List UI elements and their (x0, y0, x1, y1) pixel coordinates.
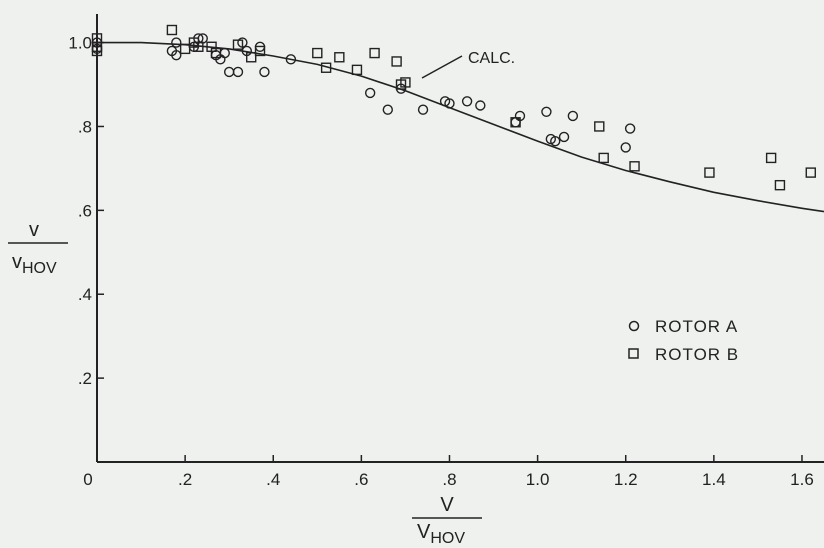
x-axis-label-denominator: VHOV (417, 521, 465, 547)
x-ticks: 0 .2 .4 .6 .8 1.0 1.2 1.4 1.6 (83, 455, 814, 489)
rotor-b-point (91, 33, 103, 44)
y-tick-label: .8 (78, 117, 92, 136)
rotor-a-point (382, 104, 393, 115)
rotor-a-point (364, 87, 376, 99)
rotor-b-point (629, 161, 640, 172)
x-tick-label: 0 (83, 470, 92, 489)
x-tick-label: 1.4 (702, 470, 726, 489)
x-tick-label: .8 (442, 470, 456, 489)
y-ticks: .2 .4 .6 .8 1.0 (68, 34, 104, 388)
rotor-b-point (166, 24, 178, 36)
legend: ROTOR A ROTOR B (628, 317, 739, 364)
rotor-b-point (369, 47, 380, 59)
x-tick-label: .4 (266, 470, 280, 489)
rotor-a-point (219, 47, 230, 59)
axes (96, 14, 824, 463)
rotor-b-point (704, 167, 715, 178)
rotor-b-point (351, 64, 363, 76)
x-axis-label-numerator: V (440, 494, 454, 516)
legend-rotor-a-marker (628, 320, 640, 332)
rotor-b-point (334, 52, 345, 63)
legend-rotor-b-label: ROTOR B (655, 345, 739, 364)
rotor-b-point (232, 39, 244, 50)
rotor-a-point (171, 37, 182, 48)
legend-rotor-a-label: ROTOR A (655, 317, 738, 336)
rotor-a-point (259, 66, 270, 78)
calc-annotation: CALC. (468, 50, 515, 67)
calc-curve (97, 41, 824, 213)
rotor-a-point (541, 106, 552, 117)
rotor-b-point (312, 47, 323, 59)
rotor-b-point (400, 77, 411, 88)
rotor-a-point (171, 49, 182, 61)
calc-curve-layer (97, 41, 824, 213)
rotor-b-point (594, 121, 605, 132)
rotor-b-point (254, 45, 266, 57)
rotor-b-point (598, 152, 609, 164)
rotor-b-point (774, 179, 786, 191)
x-tick-label: 1.6 (790, 470, 814, 489)
x-axis-label-denominator-sub: HOV (430, 530, 465, 547)
rotor-b-point (210, 47, 222, 59)
rotor-b-point (246, 52, 257, 63)
rotor-b-point (510, 117, 521, 128)
rotor-a-point (624, 123, 636, 134)
y-tick-label: .2 (78, 369, 92, 388)
x-tick-label: 1.0 (526, 470, 550, 489)
rotor-b-point (391, 56, 402, 67)
rotor-a-point (550, 135, 561, 147)
y-axis-label-denominator-sub: HOV (22, 260, 57, 277)
y-tick-label: .6 (78, 201, 92, 220)
rotor-a-point (461, 96, 473, 107)
rotor-b-point (805, 167, 816, 178)
y-axis-label-denominator-main: v (12, 251, 22, 273)
rotor-b-point (193, 41, 204, 52)
rotor-a-point (558, 131, 570, 143)
rotor-a-point (620, 142, 631, 153)
x-axis-label-denominator-main: V (417, 521, 431, 543)
calc-leader-line (421, 55, 463, 79)
legend-rotor-b-marker (628, 348, 639, 359)
rotor-a-point (475, 100, 486, 111)
rotor-b-point (765, 152, 777, 164)
y-tick-label: .4 (78, 285, 92, 304)
rotor-a-point (567, 110, 579, 122)
x-tick-label: .6 (354, 470, 368, 489)
x-tick-label: .2 (178, 470, 192, 489)
data-points (91, 24, 816, 191)
rotor-a-point (232, 66, 244, 78)
rotor-a-point (510, 117, 521, 128)
rotor-a-point (444, 98, 455, 109)
rotor-a-point (223, 66, 235, 78)
y-tick-label: 1.0 (68, 34, 92, 53)
x-tick-label: 1.2 (614, 470, 638, 489)
rotor-a-point (417, 104, 429, 115)
y-axis-label-numerator: v (29, 219, 39, 241)
rotor-b-point (179, 43, 191, 55)
rotor-a-point (285, 54, 297, 65)
rotor-b-point (320, 62, 332, 73)
y-axis-label-denominator: vHOV (12, 251, 57, 277)
